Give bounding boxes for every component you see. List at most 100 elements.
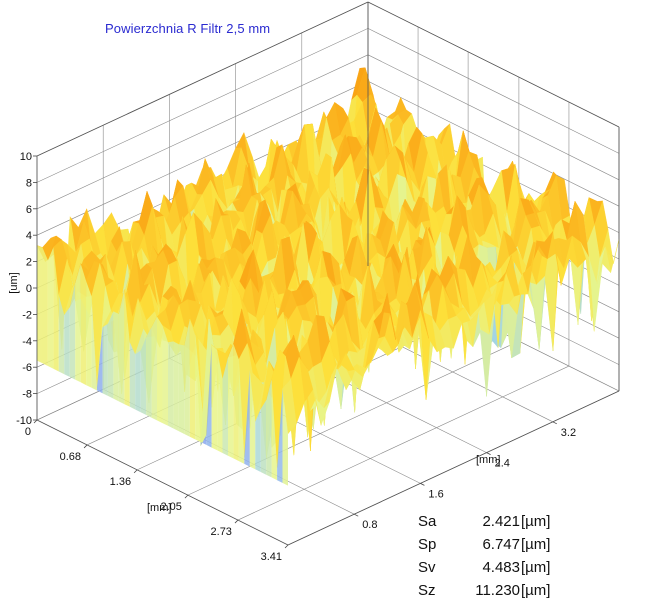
y-tick-label: 0.8 bbox=[362, 519, 377, 531]
surface-skirt bbox=[277, 388, 283, 483]
surface-skirt bbox=[184, 319, 190, 437]
surface-skirt bbox=[206, 344, 212, 448]
stat-unit: [µm] bbox=[521, 513, 551, 530]
grid-line bbox=[367, 80, 620, 207]
z-tick-label: -8 bbox=[22, 389, 32, 401]
grid-line bbox=[367, 28, 620, 154]
surface-skirt bbox=[282, 388, 288, 486]
z-axis-label: [um] bbox=[8, 272, 20, 293]
grid-line bbox=[36, 80, 369, 236]
surface-skirt bbox=[47, 247, 54, 369]
surface-skirt bbox=[37, 245, 43, 364]
stat-unit: [µm] bbox=[521, 559, 551, 576]
surface-skirt bbox=[86, 281, 92, 388]
surface-skirt bbox=[75, 263, 81, 383]
grid-line bbox=[237, 365, 570, 521]
x-tick-mark bbox=[184, 494, 189, 499]
x-tick-label: 2.05 bbox=[160, 501, 181, 513]
stat-row-sa: Sa 2.421 [µm] bbox=[418, 510, 561, 533]
stat-value: 4.483 bbox=[482, 559, 520, 576]
surface-skirt bbox=[168, 341, 174, 429]
z-tick-label: -10 bbox=[16, 415, 32, 427]
z-tick-label: 4 bbox=[26, 230, 32, 242]
y-tick-mark bbox=[420, 483, 425, 486]
surface-skirt bbox=[69, 282, 76, 380]
grid-line bbox=[187, 340, 520, 496]
y-axis-label: [mm] bbox=[476, 454, 500, 466]
surface-skirt bbox=[140, 337, 147, 415]
stat-name: Sp bbox=[418, 536, 437, 553]
surface-skirt bbox=[80, 263, 87, 386]
z-tick-label: -4 bbox=[22, 336, 32, 348]
x-tick-label: 0.68 bbox=[60, 451, 81, 463]
surface-skirt bbox=[42, 247, 48, 366]
surface-skirt bbox=[266, 379, 272, 478]
z-tick-label: 2 bbox=[26, 257, 32, 269]
box-edge bbox=[287, 390, 620, 546]
stat-value: 6.747 bbox=[482, 536, 520, 553]
surface-skirt bbox=[211, 344, 218, 451]
surface-skirt bbox=[195, 335, 201, 446]
x-tick-mark bbox=[33, 419, 38, 424]
x-tick-label: 1.36 bbox=[110, 476, 131, 488]
surface-skirt bbox=[238, 359, 245, 464]
stat-name: Sz bbox=[418, 582, 436, 599]
z-tick-label: -6 bbox=[22, 362, 32, 374]
grid-line bbox=[36, 28, 369, 183]
surface-skirt bbox=[151, 316, 157, 421]
x-tick-mark bbox=[284, 544, 289, 549]
x-tick-mark bbox=[234, 519, 239, 524]
surface-skirt bbox=[146, 327, 152, 418]
roughness-stats: Sa 2.421 [µm] Sp 6.747 [µm] Sv 4.483 [µm… bbox=[418, 510, 561, 602]
y-axis-ticks: 0.8 1.6 2.4 3.2 bbox=[354, 421, 576, 531]
stat-name: Sv bbox=[418, 559, 436, 576]
stat-name: Sa bbox=[418, 513, 437, 530]
x-axis-ticks: 0 0.68 1.36 2.05 2.73 3.41 bbox=[25, 419, 289, 563]
y-tick-label: 3.2 bbox=[561, 427, 576, 439]
chart-title: Powierzchnia R Filtr 2,5 mm bbox=[105, 21, 271, 36]
z-tick-label: 10 bbox=[20, 151, 32, 163]
x-tick-mark bbox=[83, 444, 88, 449]
surface-skirt bbox=[217, 349, 223, 453]
surface-skirt bbox=[255, 409, 261, 472]
surface-skirt bbox=[178, 344, 185, 434]
y-tick-mark bbox=[552, 421, 557, 425]
stat-unit: [µm] bbox=[521, 582, 551, 599]
z-tick-label: 6 bbox=[26, 204, 32, 216]
surface-skirt bbox=[162, 325, 168, 426]
surface-skirt bbox=[118, 289, 125, 405]
stat-row-sp: Sp 6.747 [µm] bbox=[418, 533, 561, 556]
surface-skirt bbox=[97, 327, 103, 394]
x-tick-label: 2.73 bbox=[211, 526, 232, 538]
box-edge bbox=[36, 1, 369, 157]
surface-skirt bbox=[157, 316, 163, 424]
box-edge bbox=[367, 1, 620, 128]
surface-skirt bbox=[228, 343, 234, 459]
surface-mesh bbox=[36, 67, 620, 486]
surface-skirt bbox=[244, 370, 250, 467]
plot-box-front bbox=[36, 1, 620, 546]
x-tick-mark bbox=[133, 469, 138, 474]
surface-skirt bbox=[271, 379, 278, 481]
stat-row-sz: Sz 11.230 [µm] bbox=[418, 579, 561, 602]
stat-unit: [µm] bbox=[521, 536, 551, 553]
stat-value: 2.421 bbox=[482, 513, 520, 530]
z-tick-label: 8 bbox=[26, 177, 32, 189]
surface-skirt bbox=[129, 342, 136, 410]
surface-skirt bbox=[233, 343, 239, 462]
y-tick-mark bbox=[486, 452, 491, 455]
y-tick-label: 1.6 bbox=[428, 488, 443, 500]
surface-skirt bbox=[64, 307, 70, 377]
z-tick-label: 0 bbox=[26, 283, 32, 295]
surface-skirt bbox=[107, 311, 114, 399]
y-tick-mark bbox=[354, 513, 359, 517]
surface-skirt bbox=[53, 247, 59, 372]
x-tick-label: 3.41 bbox=[261, 551, 282, 563]
y-tick-label: 2.4 bbox=[495, 458, 510, 470]
grid-line bbox=[36, 54, 369, 210]
surface-skirt bbox=[102, 323, 108, 396]
surface-skirt bbox=[222, 357, 228, 456]
surface-skirt bbox=[260, 400, 267, 475]
surface-skirt bbox=[124, 289, 130, 407]
